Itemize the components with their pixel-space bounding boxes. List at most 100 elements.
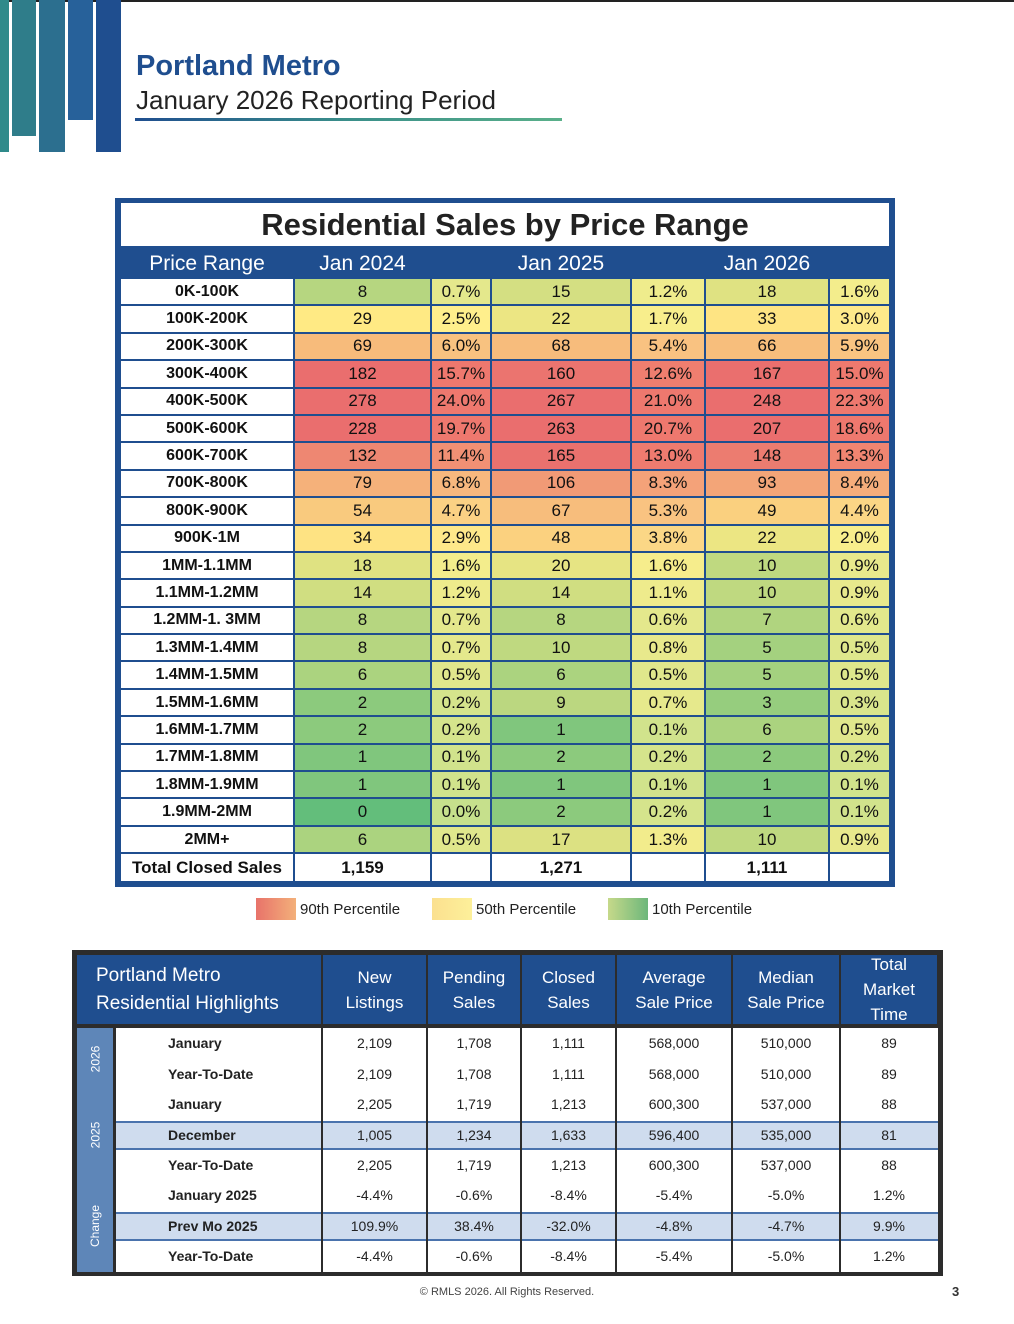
percent-cell: 2.5% [432, 306, 490, 332]
count-cell: 1 [295, 772, 430, 798]
total-blank [632, 854, 704, 882]
highlight-value: -4.4% [356, 1248, 393, 1265]
header-total-market-time: Total Market Time [841, 955, 937, 1024]
total-jan-2026: 1,111 [706, 854, 828, 882]
header-median-sale-price: Median Sale Price [733, 955, 839, 1024]
price-row: 1.5MM-1.6MM 2 0.2% 9 0.7% 3 0.3% [121, 689, 889, 716]
count-cell: 106 [492, 470, 630, 497]
price-range-label: 2MM+ [121, 826, 293, 853]
count-cell: 10 [492, 635, 630, 661]
logo-bar [12, 0, 36, 136]
highlight-value: 1,234 [456, 1126, 492, 1143]
price-range-label: 1.5MM-1.6MM [121, 689, 293, 716]
percent-cell: 3.8% [632, 525, 704, 551]
col-header-blank [632, 250, 704, 277]
count-cell: 1 [706, 772, 828, 798]
percent-cell: 0.6% [632, 607, 704, 634]
highlight-value: 1,708 [456, 1035, 492, 1052]
count-cell: 6 [295, 826, 430, 853]
percent-cell: 0.5% [432, 826, 490, 853]
count-cell: 6 [492, 662, 630, 688]
col-header-blank [830, 250, 889, 277]
price-range-label: 500K-600K [121, 415, 293, 442]
count-cell: 2 [295, 717, 430, 743]
legend-label: 50th Percentile [476, 900, 577, 918]
count-cell: 1 [492, 717, 630, 743]
column-divider [426, 1028, 428, 1089]
column-divider [731, 1089, 733, 1181]
count-cell: 18 [295, 552, 430, 579]
count-cell: 9 [492, 689, 630, 716]
row-label: January 2025 [168, 1187, 257, 1204]
highlight-value: 600,300 [648, 1157, 700, 1174]
count-cell: 267 [492, 388, 630, 414]
percent-cell: 22.3% [830, 388, 889, 414]
percent-cell: 5.4% [632, 333, 704, 360]
highlight-value: -5.4% [655, 1187, 693, 1204]
shaded-row-band [116, 1211, 938, 1241]
percent-cell: 2.9% [432, 525, 490, 551]
percent-cell: 0.7% [432, 607, 490, 634]
percent-cell: 0.8% [632, 635, 704, 661]
percent-cell: 0.1% [632, 772, 704, 798]
percent-cell: 4.7% [432, 498, 490, 524]
percent-cell: 0.1% [632, 717, 704, 743]
count-cell: 182 [295, 361, 430, 387]
header-new-listings: New Listings [323, 955, 426, 1024]
column-divider [839, 1180, 841, 1272]
highlight-value: 1,708 [456, 1065, 492, 1082]
column-divider [520, 1028, 522, 1089]
highlight-value: -4.7% [767, 1217, 805, 1234]
highlight-value: 38.4% [454, 1217, 494, 1234]
percent-cell: 11.4% [432, 443, 490, 469]
price-range-label: 200K-300K [121, 333, 293, 360]
percent-cell: 0.7% [632, 689, 704, 716]
highlight-value: 510,000 [760, 1065, 812, 1082]
percent-cell: 18.6% [830, 415, 889, 442]
logo-bar [39, 0, 65, 152]
legend-swatch-red [256, 898, 296, 920]
price-range-label: 600K-700K [121, 443, 293, 469]
percent-cell: 1.3% [632, 826, 704, 853]
price-range-label: 1.7MM-1.8MM [121, 744, 293, 771]
col-header-blank [432, 250, 490, 277]
count-cell: 0 [295, 799, 430, 825]
count-cell: 228 [295, 415, 430, 442]
column-divider [615, 1028, 617, 1089]
count-cell: 67 [492, 498, 630, 524]
highlight-value: 596,400 [648, 1126, 700, 1143]
legend-10th: 10th Percentile [608, 897, 752, 921]
highlight-value: -4.8% [655, 1217, 693, 1234]
count-cell: 3 [706, 689, 828, 716]
percent-cell: 0.7% [432, 279, 490, 305]
price-row: 200K-300K 69 6.0% 68 5.4% 66 5.9% [121, 333, 889, 360]
count-cell: 49 [706, 498, 828, 524]
price-row: 2MM+ 6 0.5% 17 1.3% 10 0.9% [121, 826, 889, 853]
count-cell: 17 [492, 826, 630, 853]
price-row: 1.9MM-2MM 0 0.0% 2 0.2% 1 0.1% [121, 799, 889, 825]
price-row: 0K-100K 8 0.7% 15 1.2% 18 1.6% [121, 279, 889, 305]
count-cell: 29 [295, 306, 430, 332]
total-jan-2025: 1,271 [492, 854, 630, 882]
percent-cell: 13.3% [830, 443, 889, 469]
column-divider [321, 1089, 323, 1181]
title-underline [135, 118, 562, 121]
page-subtitle: January 2026 Reporting Period [136, 85, 496, 115]
column-divider [520, 1180, 522, 1272]
price-row: 1.8MM-1.9MM 1 0.1% 1 0.1% 1 0.1% [121, 772, 889, 798]
highlight-value: 1,213 [550, 1096, 587, 1113]
row-label: Year-To-Date [168, 1248, 254, 1265]
column-divider [426, 1089, 428, 1181]
percent-cell: 0.2% [432, 717, 490, 743]
highlight-value: 568,000 [648, 1065, 700, 1082]
price-row: 900K-1M 34 2.9% 48 3.8% 22 2.0% [121, 525, 889, 551]
count-cell: 48 [492, 525, 630, 551]
highlights-title: Portland Metro Residential Highlights [77, 955, 321, 1024]
count-cell: 278 [295, 388, 430, 414]
price-table-title: Residential Sales by Price Range [121, 203, 889, 246]
header-average-sale-price: Average Sale Price [617, 955, 731, 1024]
column-divider [426, 1180, 428, 1272]
col-header-jan-2025: Jan 2025 [492, 250, 630, 277]
percent-cell: 6.0% [432, 333, 490, 360]
column-divider [321, 1180, 323, 1272]
